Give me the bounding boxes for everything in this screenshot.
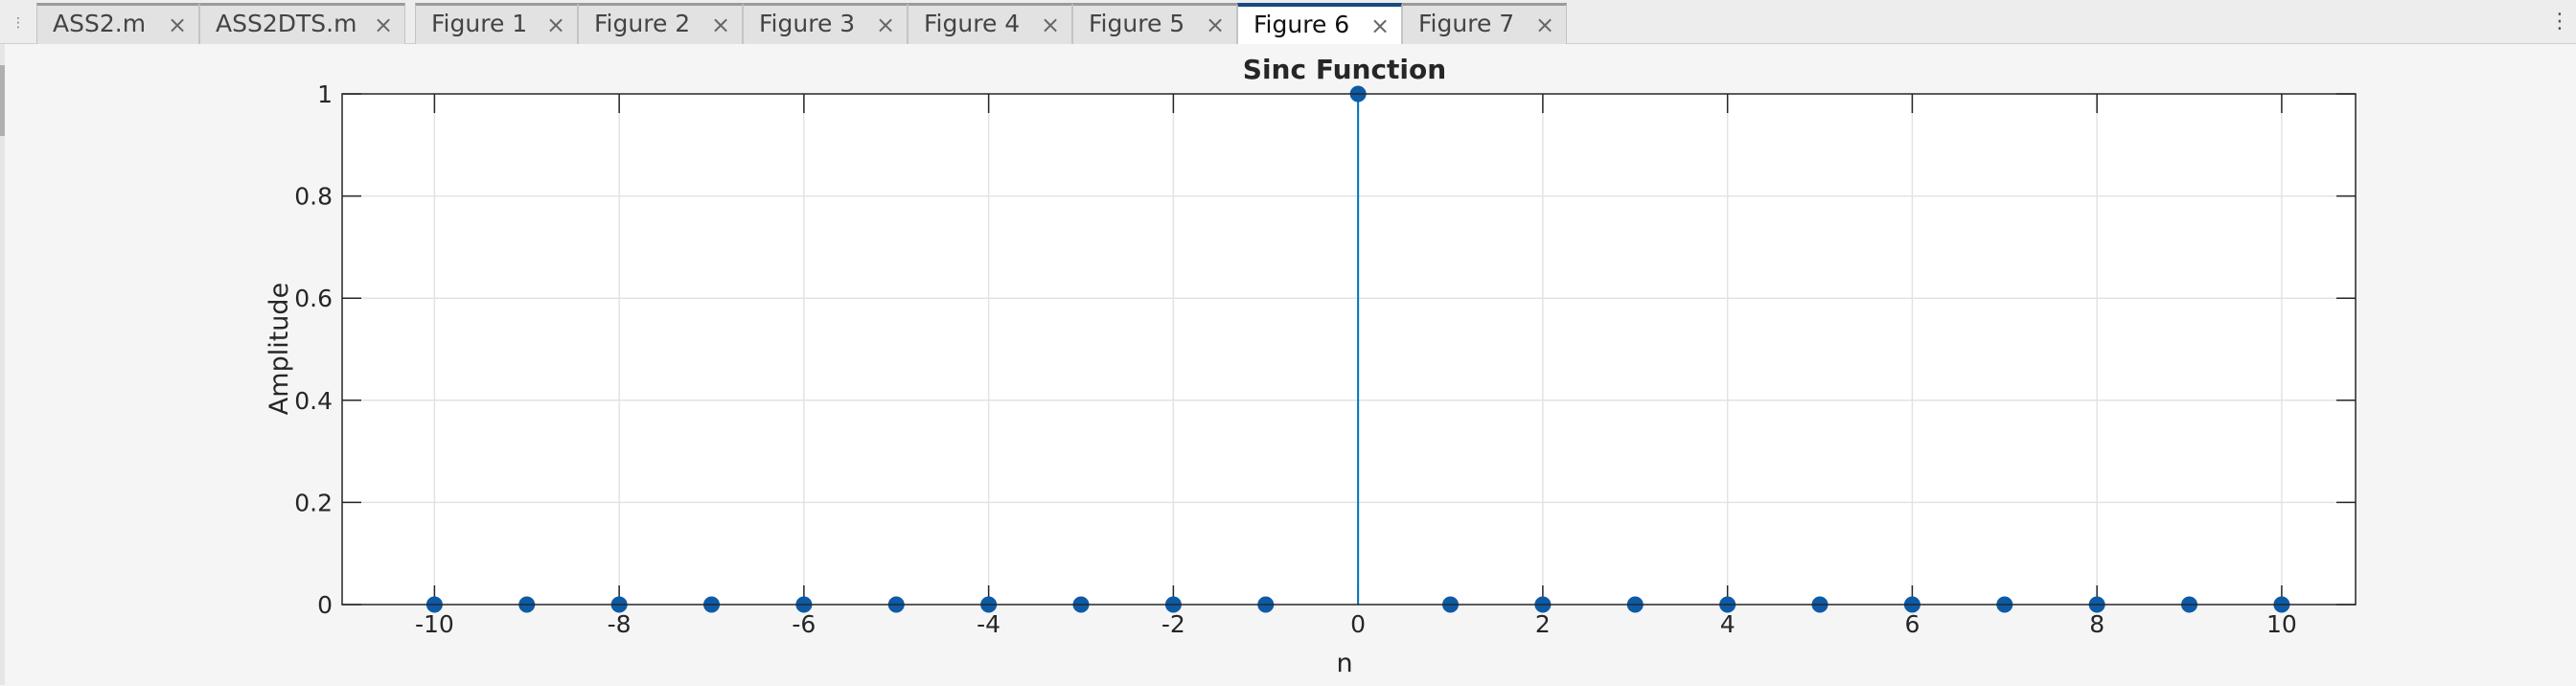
tab-figure-4[interactable]: Figure 4 × (908, 3, 1072, 44)
x-tick-label: -8 (608, 610, 632, 638)
close-icon[interactable]: × (710, 11, 731, 38)
x-tick-label: 10 (2266, 610, 2297, 638)
tab-label: ASS2DTS.m (216, 10, 357, 37)
tab-figure-6[interactable]: Figure 6 × (1237, 3, 1402, 44)
close-icon[interactable]: × (1040, 11, 1061, 38)
y-tick-label: 0.4 (294, 387, 333, 415)
tab-figure-3[interactable]: Figure 3 × (743, 3, 908, 44)
chart-title: Sinc Function (1243, 54, 1446, 85)
axes-background (342, 94, 2356, 605)
tab-ass2-m[interactable]: ASS2.m × (36, 3, 199, 44)
more-options-icon[interactable]: ⋮ (2549, 10, 2570, 34)
tab-figure-5[interactable]: Figure 5 × (1072, 3, 1237, 44)
left-scrollbar[interactable] (0, 44, 5, 685)
y-tick-labels: 0 0.2 0.4 0.6 0.8 1 (294, 80, 333, 619)
x-tick-label: 2 (1535, 610, 1551, 638)
tab-label: Figure 3 (759, 10, 856, 37)
x-tick-label: 0 (1350, 610, 1366, 638)
axes-box (341, 93, 2357, 606)
x-tick-label: -2 (1162, 610, 1185, 638)
x-axis-label: n (1336, 649, 1352, 678)
x-tick-label: 6 (1904, 610, 1920, 638)
x-tick-label: 8 (2089, 610, 2104, 638)
sinc-chart: -10 -8 -6 -4 -2 0 2 4 6 8 10 0 0.2 0.4 0.6 0.8 1 Sinc F… (264, 54, 2357, 678)
close-icon[interactable]: × (1369, 12, 1391, 39)
tab-list: ASS2.m × ASS2DTS.m × Figure 1 × Figure 2 × Figur… (36, 3, 1567, 44)
close-icon[interactable]: × (875, 11, 896, 38)
y-tick-label: 0.8 (294, 183, 333, 211)
y-tick-label: 0.2 (294, 489, 333, 516)
tab-figure-2[interactable]: Figure 2 × (578, 3, 743, 44)
y-tick-label: 0 (317, 591, 333, 619)
x-tick-label: -4 (977, 610, 1000, 638)
tab-label: Figure 2 (594, 10, 691, 37)
x-tick-label: -10 (415, 610, 454, 638)
x-tick-labels: -10 -8 -6 -4 -2 0 2 4 6 8 10 (415, 610, 2297, 638)
close-icon[interactable]: × (1534, 11, 1555, 38)
tab-figure-1[interactable]: Figure 1 × (415, 3, 578, 44)
tab-label: Figure 7 (1418, 10, 1515, 37)
tab-label: Figure 1 (431, 10, 528, 37)
figure-window: -10 -8 -6 -4 -2 0 2 4 6 8 10 0 0.2 0.4 0.6 0.8 1 Sinc F… (8, 46, 2568, 682)
tab-label: ASS2.m (53, 10, 147, 37)
y-axis-label: Amplitude (264, 283, 294, 415)
document-tab-bar: ⋮ ASS2.m × ASS2DTS.m × Figure 1 × Figure 2 × Fig… (0, 0, 2576, 44)
close-icon[interactable]: × (167, 11, 188, 38)
y-tick-label: 0.6 (294, 285, 333, 312)
tab-label: Figure 5 (1089, 10, 1185, 37)
close-icon[interactable]: × (373, 11, 394, 38)
x-tick-label: -6 (792, 610, 816, 638)
close-icon[interactable]: × (545, 11, 566, 38)
tab-label: Figure 4 (924, 10, 1021, 37)
tab-label: Figure 6 (1254, 11, 1350, 38)
tab-ass2dts-m[interactable]: ASS2DTS.m × (199, 3, 405, 44)
close-icon[interactable]: × (1205, 11, 1226, 38)
tab-figure-7[interactable]: Figure 7 × (1402, 3, 1567, 44)
grip-icon[interactable]: ⋮ (12, 15, 25, 31)
x-tick-label: 4 (1720, 610, 1736, 638)
y-tick-label: 1 (317, 80, 333, 108)
scrollbar-thumb[interactable] (0, 65, 5, 136)
